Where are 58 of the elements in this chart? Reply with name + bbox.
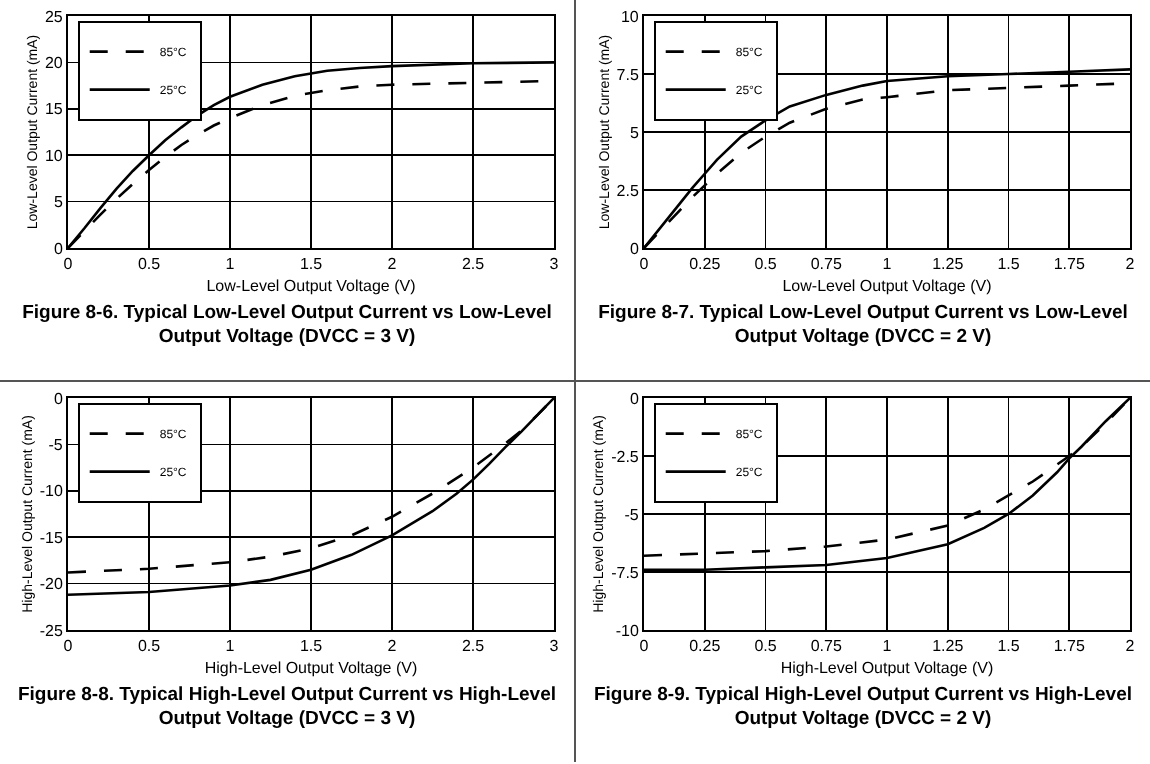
- x-axis-title: Low-Level Output Voltage (V): [206, 277, 417, 296]
- y-tick-label: -5: [624, 505, 640, 524]
- x-tick-label: 1: [882, 637, 893, 656]
- x-axis-title: High-Level Output Voltage (V): [204, 659, 418, 678]
- text: Figure 8-6. Typical Low-Level Output Current vs Low-Level Output Voltage (DVCC = 3 V): [20, 300, 554, 350]
- x-tick-label: 3: [549, 637, 560, 656]
- y-tick-label: 0: [629, 239, 640, 258]
- y-tick-label: -25: [39, 621, 64, 640]
- x-tick-label: 1: [882, 255, 893, 274]
- x-tick-label: 2: [387, 637, 398, 656]
- y-tick-label: 0: [53, 239, 64, 258]
- x-tick-label: 1.75: [1053, 255, 1086, 274]
- x-tick-label: 0.5: [754, 637, 778, 656]
- x-tick-label: 0.75: [810, 255, 843, 274]
- x-tick-label: 2.5: [461, 637, 486, 656]
- x-axis-title: High-Level Output Voltage (V): [780, 659, 994, 678]
- x-tick-label: 0.25: [689, 255, 722, 274]
- y-tick-label: 5: [53, 193, 64, 212]
- x-tick-label: 0.5: [137, 637, 162, 656]
- x-tick-label: 0.5: [754, 255, 778, 274]
- x-axis-title: Low-Level Output Voltage (V): [782, 277, 993, 296]
- y-tick-label: 20: [44, 54, 64, 72]
- x-tick-label: 1.5: [299, 255, 324, 274]
- x-tick-label: 1: [225, 255, 236, 274]
- text: Figure 8-7. Typical Low-Level Output Current vs Low-Level Output Voltage (DVCC = 2 V): [596, 300, 1130, 350]
- x-tick-label: 1.5: [299, 637, 324, 656]
- y-tick-label: -2.5: [611, 447, 640, 466]
- y-tick-label: 15: [44, 100, 64, 119]
- x-tick-label: 0.75: [810, 637, 843, 656]
- text: Figure 8-9. Typical High-Level Output Current vs High-Level Output Voltage (DVCC = 2 V): [591, 682, 1135, 732]
- x-tick-label: 1.5: [997, 637, 1021, 656]
- y-tick-label: -7.5: [611, 563, 640, 582]
- x-tick-label: 2: [1125, 637, 1136, 656]
- x-tick-label: 2.5: [461, 255, 486, 274]
- x-tick-label: 0.5: [137, 255, 162, 274]
- y-tick-label: 25: [44, 7, 64, 26]
- x-tick-label: 3: [549, 255, 560, 274]
- x-tick-label: 2: [1125, 255, 1136, 274]
- y-tick-label: -5: [48, 436, 64, 454]
- x-tick-label: 1.25: [932, 255, 965, 274]
- y-tick-label: -10: [39, 482, 64, 501]
- y-tick-label: 10: [620, 7, 640, 26]
- x-tick-label: 1: [225, 637, 236, 656]
- x-tick-label: 1.25: [932, 637, 965, 656]
- y-tick-label: 7.5: [616, 65, 640, 84]
- text: Figure 8-8. Typical High-Level Output Current vs High-Level Output Voltage (DVCC = 3 V): [15, 682, 559, 732]
- y-tick-label: -20: [39, 575, 64, 594]
- y-tick-label: 0: [53, 389, 64, 408]
- x-tick-label: 1.75: [1053, 637, 1086, 656]
- y-tick-label: -10: [615, 621, 640, 640]
- y-tick-label: 5: [629, 123, 640, 142]
- y-tick-label: -15: [39, 528, 64, 547]
- y-tick-label: 2.5: [616, 181, 640, 200]
- x-tick-label: 2: [387, 255, 398, 274]
- x-tick-label: 0.25: [689, 637, 722, 656]
- y-tick-label: 10: [44, 146, 64, 165]
- y-tick-label: 0: [629, 389, 640, 408]
- x-tick-label: 1.5: [997, 255, 1021, 274]
